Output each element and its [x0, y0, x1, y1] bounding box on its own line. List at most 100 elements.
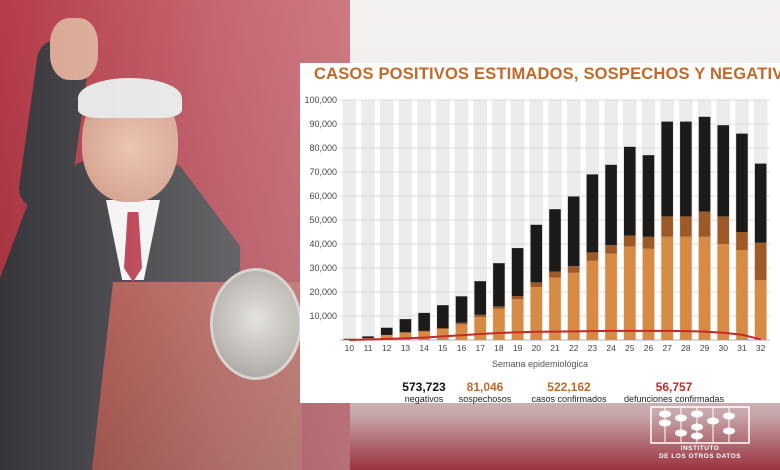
bar-confirmados — [736, 250, 748, 340]
x-tick-label: 25 — [625, 343, 635, 353]
x-axis-label: Semana epidemiológica — [491, 359, 589, 369]
bar-negativos — [623, 146, 636, 236]
logo-line2: DE LOS OTROS DATOS — [658, 453, 742, 460]
x-tick-label: 23 — [588, 343, 598, 353]
bar-negativos — [549, 209, 561, 272]
bar-negativos — [437, 305, 449, 328]
bar-negativos — [399, 319, 412, 333]
x-tick-label: 16 — [457, 343, 467, 353]
bar-confirmados — [399, 332, 412, 340]
chart-title: CASOS POSITIVOS ESTIMADOS, SOSPECHOS Y N… — [314, 65, 780, 83]
bar-confirmados — [511, 299, 524, 340]
bar-sospechosos — [623, 235, 636, 247]
y-tick-label: 60,000 — [309, 191, 337, 201]
x-tick-label: 12 — [382, 343, 392, 353]
instituto-logo: INSTITUTO DE LOS OTROS DATOS — [645, 405, 755, 465]
logo-text: INSTITUTO DE LOS OTROS DATOS — [645, 445, 755, 461]
bar-sospechosos — [549, 271, 561, 278]
x-tick-label: 27 — [662, 343, 672, 353]
x-tick-label: 11 — [364, 343, 373, 353]
bar-negativos — [661, 121, 673, 217]
y-tick-label: 90,000 — [309, 119, 337, 129]
bar-sospechosos — [567, 266, 580, 273]
bar-confirmados — [754, 280, 767, 340]
bar-sospechosos — [437, 328, 449, 330]
photo-background — [0, 0, 350, 470]
bar-confirmados — [549, 277, 561, 340]
bar-sospechosos — [698, 211, 711, 237]
bar-negativos — [680, 121, 692, 217]
logo-line1: INSTITUTO — [680, 445, 720, 452]
line-defunciones — [349, 329, 761, 341]
stat-value: 56,757 — [655, 380, 693, 394]
stat-confirmados: 522,162 casos confirmados — [526, 380, 612, 404]
x-tick-label: 31 — [737, 343, 747, 353]
bar-negativos — [380, 327, 393, 335]
bar-confirmados — [661, 236, 673, 340]
x-tick-label: 17 — [475, 343, 485, 353]
bar-sospechosos — [455, 322, 468, 325]
y-tick-label: 50,000 — [309, 215, 337, 225]
bar-negativos — [605, 164, 617, 246]
x-tick-label: 15 — [438, 343, 448, 353]
bar-confirmados — [474, 317, 487, 340]
bar-confirmados — [586, 260, 599, 340]
y-tick-label: 80,000 — [309, 143, 337, 153]
x-tick-label: 28 — [681, 343, 691, 353]
bar-chart: 100,000 90,000 80,000 70,000 60,000 50,000 40,… — [304, 95, 770, 353]
bar-confirmados — [437, 329, 449, 340]
stat-label: negativos — [404, 394, 444, 404]
chart-card: CASOS POSITIVOS ESTIMADOS, SOSPECHOS Y N… — [300, 63, 780, 404]
bar-negativos — [717, 125, 730, 217]
bar-negativos — [530, 224, 543, 283]
stat-value: 573,723 — [402, 380, 446, 394]
bar-confirmados — [698, 236, 711, 340]
x-tick-label: 29 — [700, 343, 710, 353]
x-tick-label: 24 — [606, 343, 616, 353]
stat-label: casos confirmados — [531, 394, 607, 404]
x-tick-label: 32 — [756, 343, 766, 353]
y-tick-label: 100,000 — [304, 95, 337, 105]
stat-value: 81,046 — [466, 380, 504, 394]
bar-confirmados — [680, 236, 692, 340]
stat-sospechosos: 81,046 sospechosos — [454, 380, 516, 404]
abacus-icon — [650, 406, 750, 444]
bar-confirmados — [455, 324, 468, 340]
bar-confirmados — [530, 287, 543, 340]
bar-confirmados — [493, 308, 505, 340]
bar-confirmados — [418, 331, 430, 340]
x-tick-label: 19 — [513, 343, 523, 353]
x-tick-label: 13 — [401, 343, 411, 353]
bar-negativos — [586, 174, 599, 253]
bar-sospechosos — [530, 282, 543, 288]
bar-sospechosos — [511, 296, 524, 300]
stat-defunciones: 56,757 defunciones confirmadas — [618, 380, 730, 404]
bar-confirmados — [717, 244, 730, 340]
person-hair — [78, 78, 182, 118]
bar-confirmados — [567, 272, 580, 340]
bar-negativos — [736, 133, 748, 232]
bar-sospechosos — [418, 330, 430, 332]
bar-negativos — [474, 281, 487, 315]
bar-sospechosos — [586, 252, 599, 261]
y-tick-label: 10,000 — [309, 311, 337, 321]
bar-sospechosos — [717, 216, 730, 244]
bar-negativos — [754, 163, 767, 243]
y-tick-label: 20,000 — [309, 287, 337, 297]
x-tick-label: 14 — [419, 343, 429, 353]
bar-sospechosos — [605, 245, 617, 254]
stat-label: sospechosos — [458, 394, 512, 404]
bar-negativos — [642, 155, 655, 237]
bar-confirmados — [642, 248, 655, 340]
x-tick-label: 18 — [494, 343, 504, 353]
x-tick-label: 22 — [569, 343, 579, 353]
bar-sospechosos — [661, 216, 673, 237]
stat-value: 522,162 — [547, 380, 591, 394]
stat-label: defunciones confirmadas — [623, 394, 725, 404]
bar-sospechosos — [642, 236, 655, 249]
bar-confirmados — [623, 246, 636, 340]
bar-negativos — [362, 336, 374, 339]
x-tick-label: 30 — [719, 343, 729, 353]
x-tick-label: 26 — [644, 343, 654, 353]
y-tick-label: 70,000 — [309, 167, 337, 177]
